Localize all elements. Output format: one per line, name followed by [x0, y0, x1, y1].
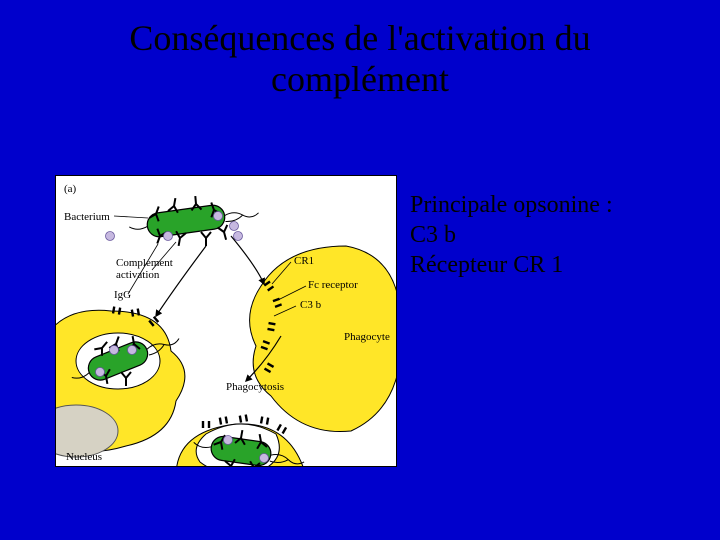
body-text: Principale opsonine : C3 b Récepteur CR … — [410, 190, 700, 280]
svg-text:Bacterium: Bacterium — [64, 211, 110, 223]
slide: Conséquences de l'activation du compléme… — [0, 0, 720, 540]
svg-text:Phagocytosis: Phagocytosis — [226, 381, 284, 393]
svg-text:CR1: CR1 — [294, 255, 314, 267]
slide-title: Conséquences de l'activation du compléme… — [60, 18, 660, 101]
svg-text:C3 b: C3 b — [300, 299, 322, 311]
svg-text:Complement: Complement — [116, 257, 173, 269]
svg-text:Fc receptor: Fc receptor — [308, 279, 358, 291]
svg-text:IgG: IgG — [114, 289, 131, 301]
svg-text:Nucleus: Nucleus — [66, 451, 102, 463]
svg-text:activation: activation — [116, 269, 160, 281]
diagram-figure: (a) Bacterium Complementactivation IgG CR1 Fc… — [55, 175, 397, 467]
svg-text:(a): (a) — [64, 183, 77, 195]
svg-text:Phagocyte: Phagocyte — [344, 331, 390, 343]
